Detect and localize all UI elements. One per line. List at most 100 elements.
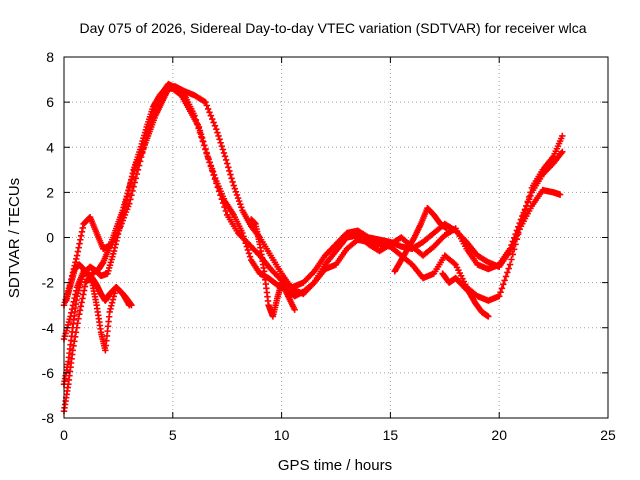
data-point	[107, 305, 114, 313]
data-point	[80, 291, 87, 298]
data-point	[218, 142, 225, 150]
data-point	[116, 224, 123, 231]
data-point	[121, 203, 128, 211]
data-point	[213, 126, 220, 133]
data-point	[556, 191, 564, 198]
data-point	[123, 193, 131, 201]
data-point	[242, 239, 249, 247]
data-point	[127, 176, 135, 184]
data-point	[244, 246, 252, 254]
data-point	[110, 293, 117, 300]
data-point	[128, 173, 136, 180]
x-axis-label: GPS time / hours	[278, 457, 392, 474]
data-point	[246, 253, 254, 260]
data-point	[76, 307, 84, 314]
data-point	[215, 132, 222, 140]
data-point	[75, 244, 82, 251]
data-point	[79, 295, 86, 302]
data-point	[126, 301, 133, 309]
data-point	[113, 237, 120, 245]
data-point	[208, 165, 216, 172]
data-point	[230, 182, 237, 189]
data-point	[73, 255, 80, 263]
data-point	[78, 299, 85, 306]
data-point	[225, 164, 232, 171]
data-point	[124, 190, 132, 197]
data-point	[220, 149, 228, 157]
data-point	[206, 109, 213, 116]
y-tick-label: -8	[42, 410, 55, 426]
data-point	[231, 185, 239, 192]
data-point	[125, 186, 132, 194]
data-point	[109, 296, 117, 303]
series-track-5	[62, 261, 133, 309]
x-tick-label: 15	[383, 427, 399, 443]
data-point	[204, 153, 211, 160]
data-point	[235, 197, 243, 205]
data-point	[128, 191, 135, 199]
data-point	[221, 153, 229, 160]
data-point	[112, 241, 119, 248]
data-point	[118, 217, 125, 224]
data-point	[497, 289, 504, 296]
y-tick-label: -2	[42, 275, 55, 291]
data-point	[203, 149, 210, 156]
data-point	[115, 227, 123, 234]
data-point	[71, 294, 78, 302]
axis-ticks: 0 5 10 15 20 25 -8 -6 -4 -2 0 2 4 6 8	[42, 49, 616, 443]
data-point	[226, 167, 233, 175]
data-point	[559, 132, 566, 140]
data-point	[70, 298, 77, 306]
data-point	[114, 230, 122, 238]
data-point	[233, 191, 241, 199]
data-point	[240, 233, 247, 240]
data-point	[81, 283, 89, 290]
data-point	[77, 232, 85, 240]
data-point	[524, 198, 531, 205]
data-point	[217, 139, 224, 146]
data-points	[60, 80, 566, 415]
data-point	[205, 156, 212, 163]
data-point	[498, 285, 506, 292]
data-point	[527, 189, 534, 196]
data-point	[126, 183, 133, 190]
data-point	[106, 308, 113, 316]
data-point	[520, 211, 527, 219]
data-point	[120, 207, 128, 214]
series-track-6	[247, 216, 298, 320]
data-point	[519, 216, 526, 223]
data-point	[508, 256, 515, 263]
data-point	[196, 127, 204, 134]
data-point	[485, 313, 492, 320]
data-point	[119, 210, 127, 218]
x-tick-label: 10	[274, 427, 290, 443]
x-tick-label: 5	[169, 427, 177, 443]
data-point	[122, 200, 129, 207]
data-point	[212, 174, 219, 182]
y-tick-label: 2	[46, 184, 54, 200]
data-point	[202, 145, 209, 153]
data-point	[195, 123, 203, 131]
grid	[64, 57, 608, 418]
data-point	[234, 194, 242, 202]
data-point	[111, 244, 119, 251]
data-point	[198, 134, 206, 142]
data-point	[504, 269, 511, 276]
data-point	[443, 225, 451, 232]
data-point	[77, 303, 85, 310]
y-tick-label: 4	[46, 139, 54, 155]
data-point	[78, 228, 86, 236]
data-point	[108, 299, 116, 306]
data-point	[227, 171, 234, 178]
data-point	[219, 146, 227, 153]
chart-title: Day 075 of 2026, Sidereal Day-to-day VTE…	[79, 20, 586, 36]
data-point	[76, 311, 83, 318]
y-tick-label: -4	[42, 320, 55, 336]
data-point	[243, 243, 250, 250]
y-tick-label: 0	[46, 230, 54, 246]
data-point	[559, 148, 566, 155]
data-point	[513, 235, 521, 243]
data-point	[500, 281, 507, 288]
series-track-2	[60, 83, 566, 415]
